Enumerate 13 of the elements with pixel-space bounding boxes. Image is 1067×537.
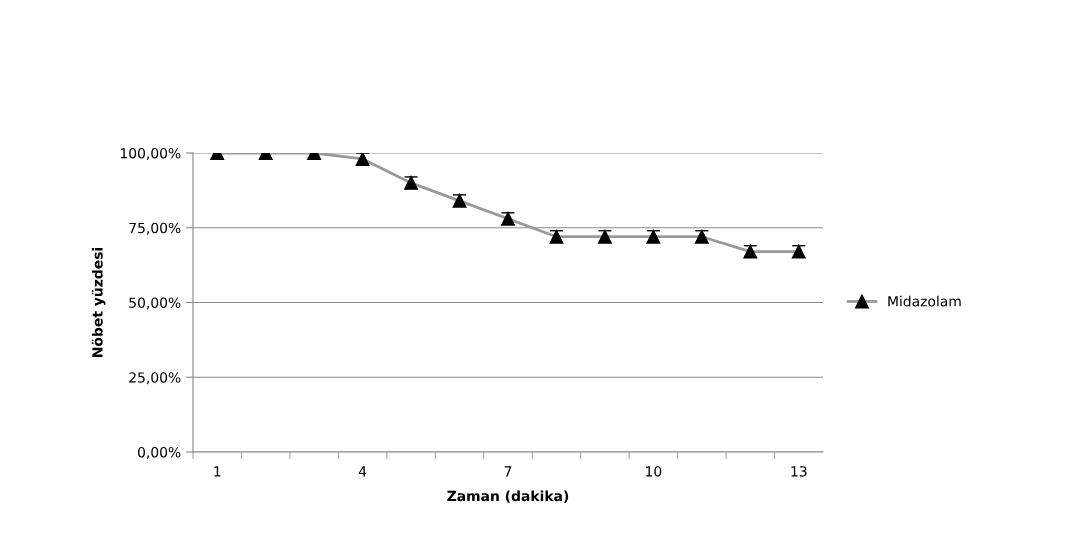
x-tick-label: 10 [646,466,662,477]
y-tick-label: 50,00% [129,297,181,310]
x-tick-label: 7 [504,466,512,477]
x-tick-label: 1 [214,466,221,477]
x-axis-title: Zaman (dakika) [447,490,569,503]
y-tick-label: 75,00% [129,222,181,235]
legend-label: Midazolam [888,295,961,307]
x-tick-label: 13 [791,466,807,477]
y-tick-label: 25,00% [129,372,181,385]
x-tick-label: 4 [358,466,367,477]
y-tick-label: 0,00% [137,446,181,459]
y-axis-title: Nöbet yüzdesi [91,247,106,357]
y-tick-label: 100,00% [120,147,181,160]
